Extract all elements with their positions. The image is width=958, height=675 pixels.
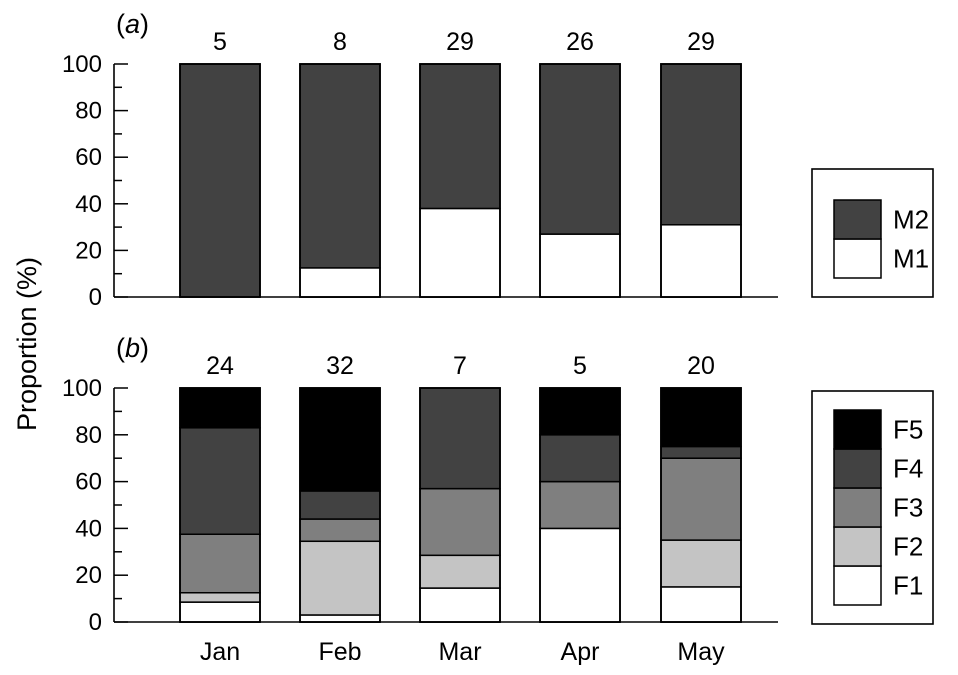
bar-segment-f4-may [660, 445, 742, 459]
bar-segment-f3-apr [539, 480, 621, 530]
y-tick-label: 60 [75, 144, 102, 171]
legend-label-f1: F1 [893, 571, 923, 601]
bar-segment-f4-mar [419, 387, 501, 490]
y-axis-title: Proportion (%) [12, 257, 42, 431]
y-tick-label: 80 [75, 422, 102, 449]
y-tick-label: 60 [75, 469, 102, 496]
panel-b: 0 20 40 60 80 100 (b) 24 Jan 32 Feb 7 Mar 5 Apr 20 May F1… [62, 333, 934, 666]
bar-outline-may [660, 63, 742, 298]
bar-segment-m1-apr [539, 233, 621, 298]
bar-segment-f4-apr [539, 434, 621, 483]
legend-swatch-f1 [833, 565, 882, 606]
legend-swatch-f2 [833, 526, 882, 567]
bar-outline-feb [299, 63, 381, 298]
bar-segment-f2-may [660, 539, 742, 588]
bar-segment-m2-apr [539, 63, 621, 235]
sample-size-label: 7 [453, 352, 467, 380]
sample-size-label: 24 [206, 352, 234, 380]
bar-outline-mar [419, 63, 501, 298]
x-category-label: May [677, 638, 725, 666]
bar-segment-f3-mar [419, 487, 501, 557]
bar-segment-f4-feb [299, 490, 381, 520]
sample-size-label: 29 [687, 28, 715, 56]
legend-label-m2: M2 [893, 205, 929, 235]
bar-segment-m1-feb [299, 267, 381, 298]
bar-segment-f3-jan [179, 533, 261, 594]
x-category-label: Feb [318, 638, 361, 666]
y-tick-label: 0 [89, 284, 102, 311]
panel-label-letter: b [125, 333, 140, 363]
x-category-label: Jan [200, 638, 240, 666]
bar-segment-f5-jan [179, 387, 261, 429]
bar-outline-jan [179, 387, 261, 623]
y-tick-label: 40 [75, 515, 102, 542]
sample-size-label: 20 [687, 352, 715, 380]
legend-label-f2: F2 [893, 532, 923, 562]
sample-size-label: 5 [573, 352, 587, 380]
bar-segment-m2-jan [179, 63, 261, 298]
y-tick-label: 20 [75, 562, 102, 589]
bar-outline-may [660, 387, 742, 623]
y-tick-label: 40 [75, 191, 102, 218]
bar-segment-f1-mar [419, 587, 501, 623]
sample-size-label: 29 [446, 28, 474, 56]
bar-segment-f4-jan [179, 427, 261, 535]
y-tick-label: 20 [75, 237, 102, 264]
panel-label: (a) [116, 9, 149, 39]
legend-swatch-f4 [833, 448, 882, 489]
bar-segment-f2-jan [179, 592, 261, 603]
bar-segment-f2-mar [419, 554, 501, 589]
legend-swatch-m2 [833, 199, 882, 240]
bar-segment-f5-apr [539, 387, 621, 436]
bar-segment-m1-mar [419, 207, 501, 298]
legend-label-f3: F3 [893, 493, 923, 523]
bar-segment-f1-apr [539, 527, 621, 623]
legend-label-f4: F4 [893, 454, 923, 484]
bar-segment-f1-feb [299, 614, 381, 623]
legend-label-f5: F5 [893, 415, 923, 445]
bar-outline-mar [419, 387, 501, 623]
legend-swatch-f3 [833, 487, 882, 528]
sample-size-label: 32 [326, 352, 354, 380]
bar-segment-f5-may [660, 387, 742, 448]
panel-label-close: ) [140, 333, 149, 363]
panel-label-open: ( [116, 333, 125, 363]
y-tick-label: 100 [62, 375, 102, 402]
bar-segment-m2-feb [299, 63, 381, 269]
bar-segment-f1-jan [179, 601, 261, 623]
sample-size-label: 26 [566, 28, 594, 56]
y-tick-label: 0 [89, 609, 102, 636]
bar-outline-feb [299, 387, 381, 623]
bar-segment-m1-may [660, 224, 742, 298]
legend-swatch-m1 [833, 238, 882, 279]
y-tick-label: 80 [75, 98, 102, 125]
panel-label: (b) [116, 333, 149, 363]
bar-segment-f2-feb [299, 540, 381, 616]
y-tick-label: 100 [62, 51, 102, 78]
bar-segment-f5-feb [299, 387, 381, 492]
legend-swatch-f5 [833, 409, 882, 450]
bar-segment-f3-feb [299, 518, 381, 543]
x-category-label: Apr [561, 638, 600, 666]
bar-outline-apr [539, 387, 621, 623]
bar-outline-apr [539, 63, 621, 298]
panel-a: 0 20 40 60 80 100 (a) 5 8 29 26 29 M1 M2 [62, 9, 934, 311]
sample-size-label: 5 [213, 28, 227, 56]
bar-outline-jan [179, 63, 261, 298]
x-category-label: Mar [438, 638, 481, 666]
bar-segment-m2-mar [419, 63, 501, 210]
bar-segment-f1-may [660, 586, 742, 623]
panel-label-close: ) [140, 9, 149, 39]
panel-label-open: ( [116, 9, 125, 39]
sample-size-label: 8 [333, 28, 347, 56]
bar-segment-f3-may [660, 457, 742, 541]
panel-label-letter: a [125, 9, 140, 39]
bar-segment-m2-may [660, 63, 742, 226]
legend-label-m1: M1 [893, 244, 929, 274]
